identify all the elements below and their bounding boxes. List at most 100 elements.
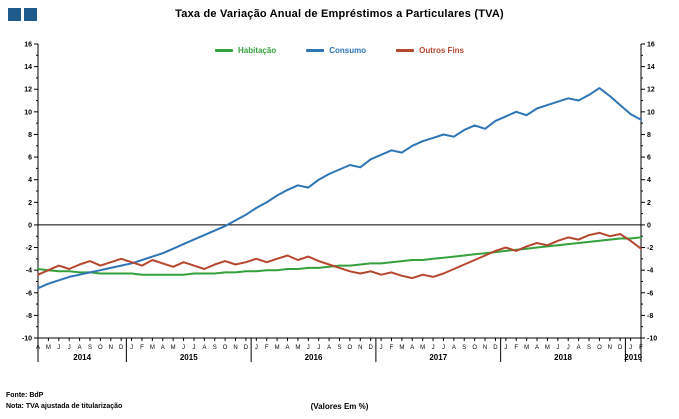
svg-text:A: A — [410, 345, 414, 351]
svg-text:J: J — [556, 345, 559, 351]
svg-text:O: O — [348, 345, 353, 351]
legend-item-consumo: Consumo — [306, 46, 366, 55]
svg-text:S: S — [462, 345, 466, 351]
svg-text:0: 0 — [28, 222, 32, 229]
svg-text:F: F — [390, 345, 394, 351]
svg-text:2014: 2014 — [73, 353, 91, 362]
legend-label-outros-fins: Outros Fins — [419, 46, 464, 55]
svg-text:M: M — [150, 345, 155, 351]
legend-label-habitacao: Habitação — [237, 46, 277, 55]
svg-text:-10: -10 — [647, 336, 657, 343]
svg-text:M: M — [399, 345, 404, 351]
svg-text:4: 4 — [647, 177, 651, 184]
habitacao-line-swatch — [214, 49, 233, 52]
svg-text:16: 16 — [24, 42, 32, 49]
svg-text:M: M — [171, 345, 176, 351]
svg-text:-8: -8 — [647, 313, 653, 320]
svg-text:A: A — [452, 345, 456, 351]
svg-text:4: 4 — [28, 177, 32, 184]
note-text: Nota: TVA ajustada de titularização — [6, 402, 123, 410]
svg-text:-6: -6 — [26, 290, 32, 297]
svg-text:2: 2 — [28, 200, 32, 207]
svg-text:14: 14 — [647, 64, 655, 71]
svg-text:O: O — [223, 345, 228, 351]
svg-text:N: N — [483, 345, 487, 351]
svg-text:J: J — [629, 345, 632, 351]
svg-text:J: J — [504, 345, 507, 351]
svg-text:M: M — [46, 345, 51, 351]
svg-text:S: S — [213, 345, 217, 351]
logo-square-left — [8, 8, 21, 21]
svg-text:M: M — [295, 345, 300, 351]
svg-text:A: A — [577, 345, 581, 351]
svg-text:F: F — [265, 345, 269, 351]
svg-text:D: D — [493, 345, 498, 351]
footer-source-block: Fonte: BdP Nota: TVA ajustada de titular… — [6, 391, 122, 412]
source-text: Fonte: BdP — [6, 392, 44, 399]
legend: Habitação Consumo Outros Fins — [0, 46, 679, 55]
svg-text:J: J — [68, 345, 71, 351]
svg-text:12: 12 — [647, 87, 655, 94]
svg-text:16: 16 — [647, 42, 655, 49]
svg-text:F: F — [514, 345, 518, 351]
svg-text:J: J — [567, 345, 570, 351]
svg-text:J: J — [307, 345, 310, 351]
svg-text:A: A — [78, 345, 82, 351]
svg-text:M: M — [420, 345, 425, 351]
svg-text:2016: 2016 — [305, 353, 323, 362]
svg-text:12: 12 — [24, 87, 32, 94]
svg-text:-2: -2 — [26, 245, 32, 252]
units-text: (Valores Em %) — [310, 402, 369, 411]
svg-text:2017: 2017 — [429, 353, 447, 362]
svg-text:S: S — [88, 345, 92, 351]
svg-text:6: 6 — [647, 155, 651, 162]
svg-text:F: F — [140, 345, 144, 351]
brand-logo — [8, 8, 37, 21]
svg-text:6: 6 — [28, 155, 32, 162]
chart-title: Taxa de Variação Anual de Empréstimos a … — [175, 8, 504, 20]
svg-text:-4: -4 — [26, 268, 32, 275]
consumo-line-swatch — [306, 49, 325, 52]
svg-text:J: J — [192, 345, 195, 351]
svg-text:A: A — [161, 345, 165, 351]
legend-item-habitacao: Habitação — [214, 46, 277, 55]
svg-text:-6: -6 — [647, 290, 653, 297]
svg-text:J: J — [380, 345, 383, 351]
svg-text:D: D — [244, 345, 249, 351]
svg-text:S: S — [337, 345, 341, 351]
line-chart-svg: -10 -10 -8 -8 -6 -6 -4 -4 -2 -2 0 0 2 2 4 4 6 6 8 8 10 10 12 12… — [22, 42, 657, 362]
svg-text:D: D — [618, 345, 623, 351]
svg-text:A: A — [286, 345, 290, 351]
svg-text:2: 2 — [647, 200, 651, 207]
svg-text:-8: -8 — [26, 313, 32, 320]
svg-text:O: O — [597, 345, 602, 351]
svg-text:A: A — [202, 345, 206, 351]
svg-text:10: 10 — [24, 109, 32, 116]
svg-text:M: M — [545, 345, 550, 351]
svg-text:-4: -4 — [647, 268, 653, 275]
svg-text:2018: 2018 — [554, 353, 572, 362]
svg-text:N: N — [109, 345, 113, 351]
legend-label-consumo: Consumo — [329, 46, 367, 55]
svg-text:10: 10 — [647, 109, 655, 116]
svg-text:8: 8 — [647, 132, 651, 139]
svg-text:N: N — [358, 345, 362, 351]
svg-text:O: O — [98, 345, 103, 351]
svg-text:M: M — [275, 345, 280, 351]
svg-text:8: 8 — [28, 132, 32, 139]
svg-text:J: J — [57, 345, 60, 351]
svg-text:N: N — [233, 345, 237, 351]
logo-square-right — [24, 8, 37, 21]
svg-text:J: J — [255, 345, 258, 351]
svg-text:2019: 2019 — [624, 353, 642, 362]
svg-text:-10: -10 — [22, 336, 32, 343]
svg-text:J: J — [130, 345, 133, 351]
svg-text:0: 0 — [647, 222, 651, 229]
svg-text:O: O — [472, 345, 477, 351]
svg-text:M: M — [524, 345, 529, 351]
svg-text:J: J — [317, 345, 320, 351]
svg-text:J: J — [442, 345, 445, 351]
svg-text:D: D — [369, 345, 374, 351]
svg-text:J: J — [432, 345, 435, 351]
